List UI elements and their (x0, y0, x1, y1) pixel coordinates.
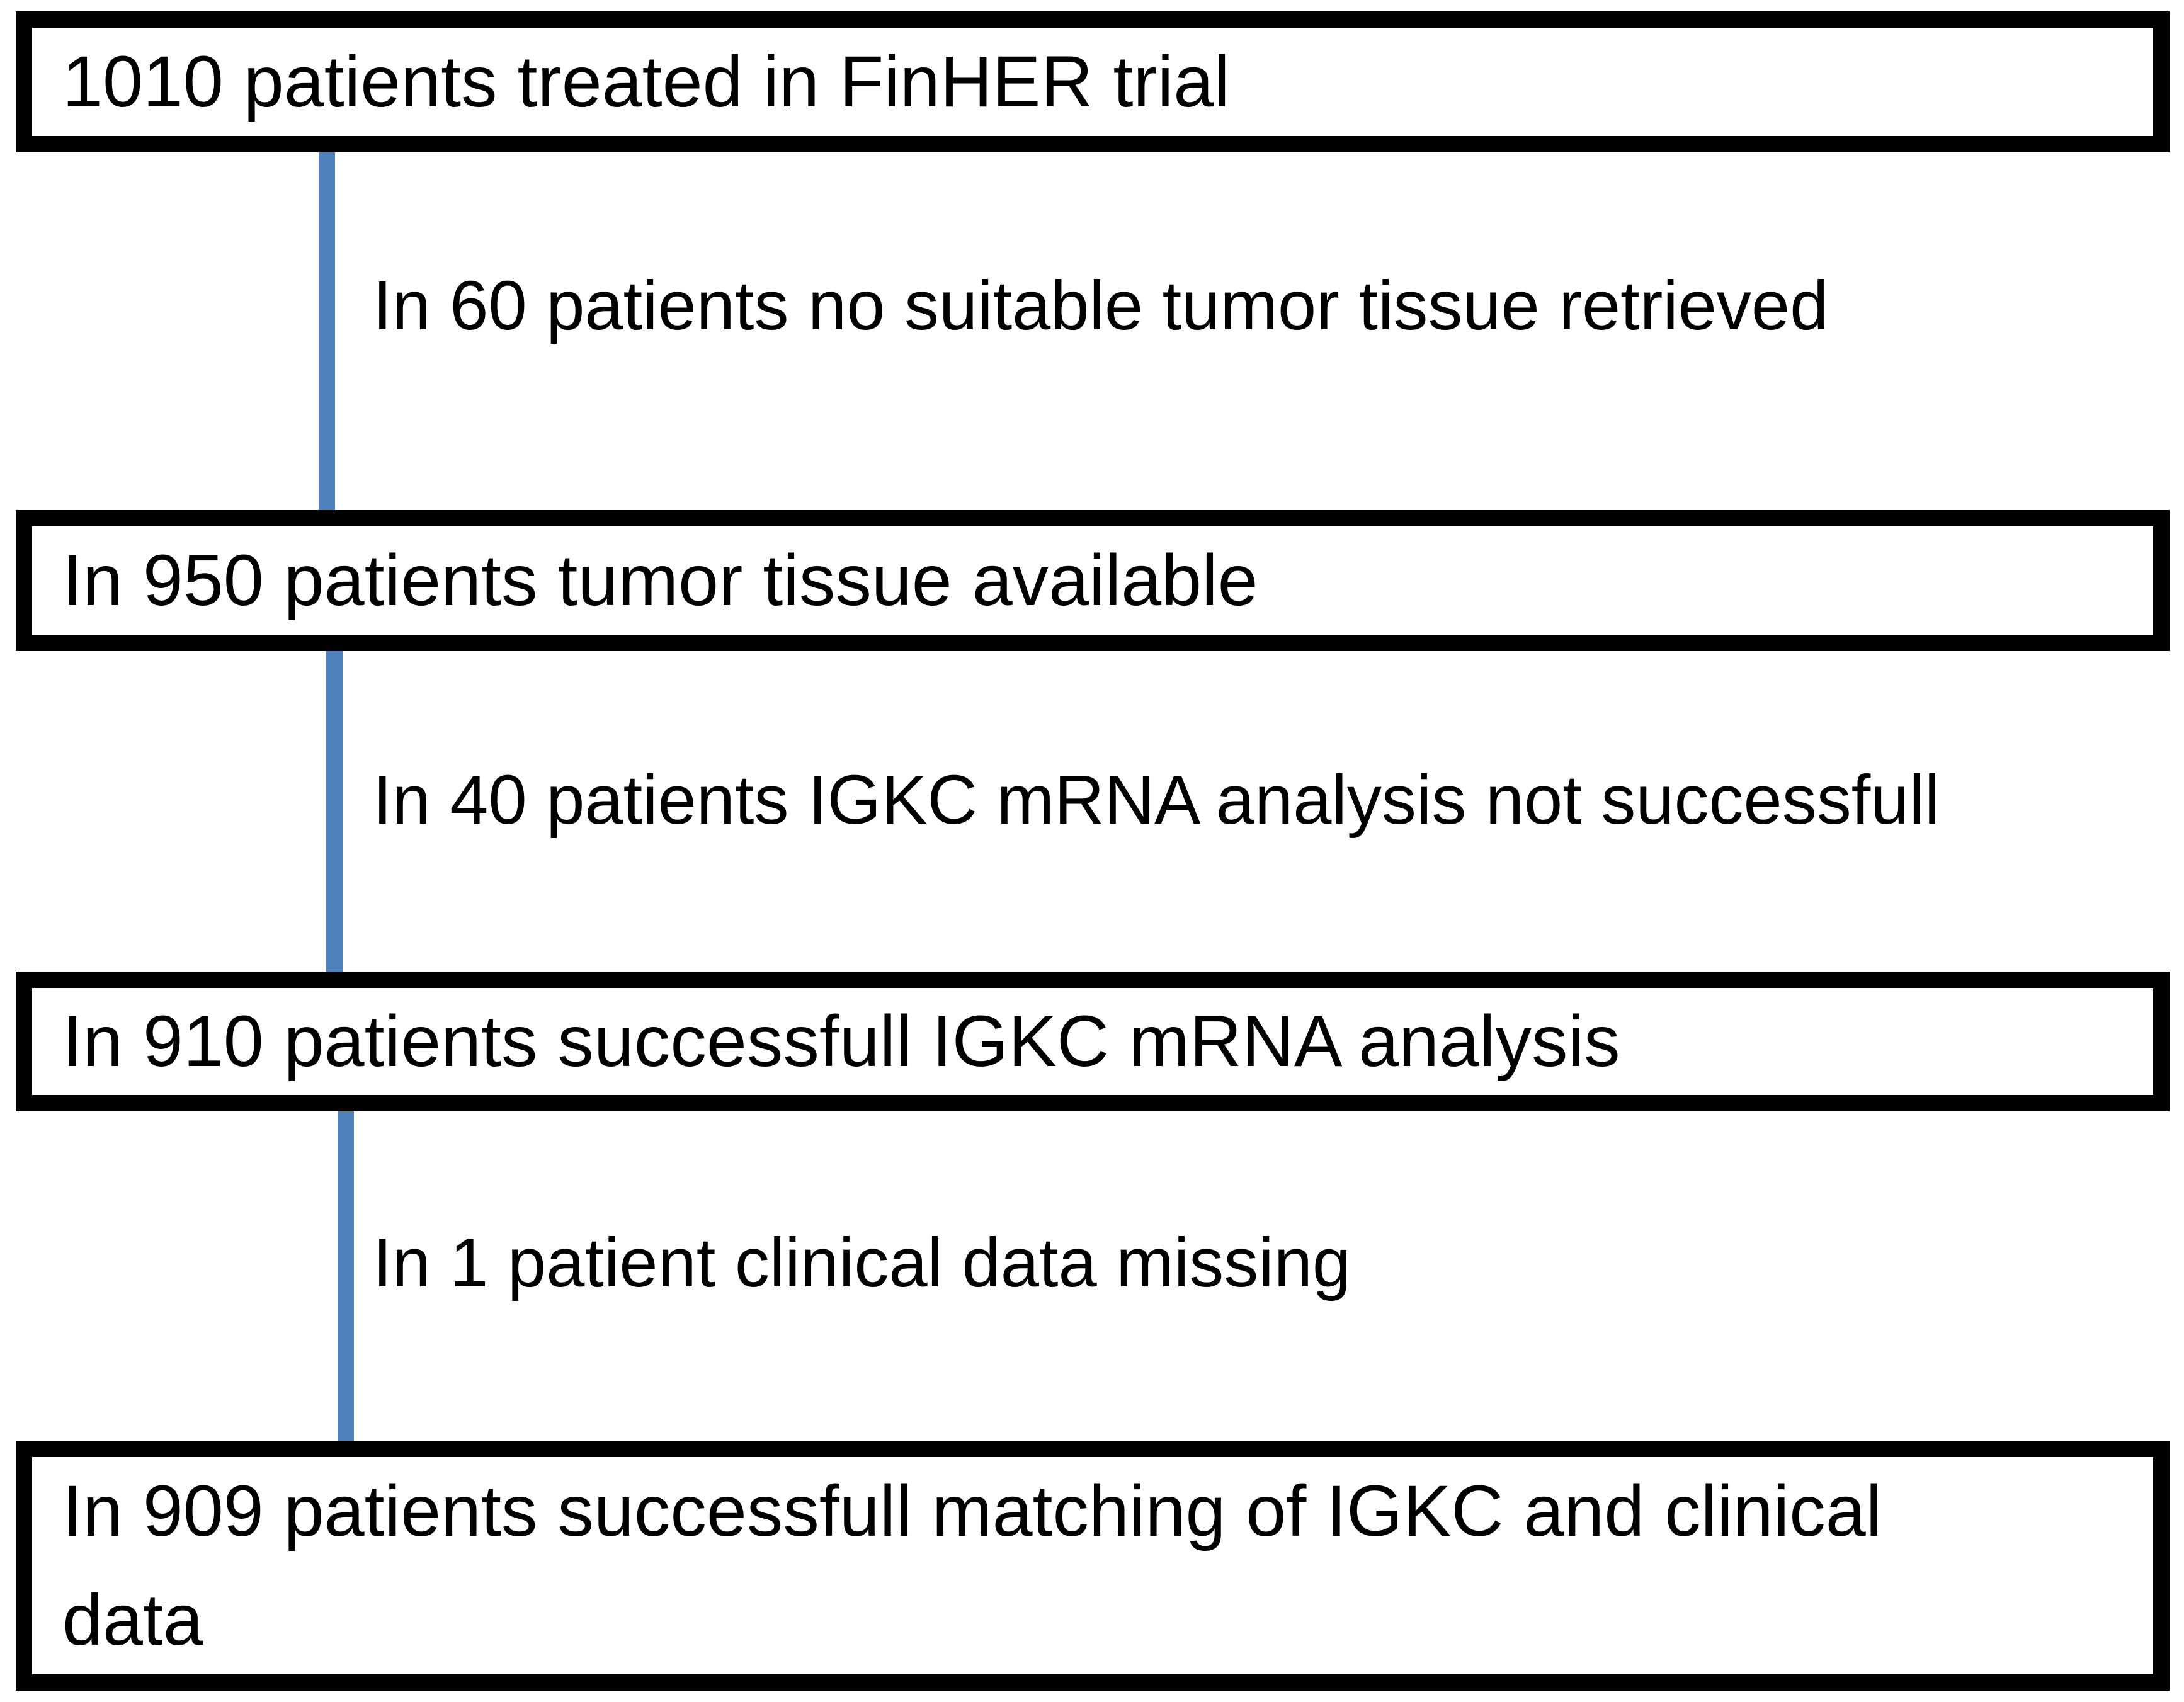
flow-box-matched: In 909 patients successfull matching of … (16, 1441, 2170, 1691)
flow-box-analysis-success-text: In 910 patients successfull IGKC mRNA an… (62, 1001, 1620, 1082)
flow-box-enrolled: 1010 patients treated in FinHER trial (16, 11, 2170, 152)
flow-box-matched-text: In 909 patients successfull matching of … (62, 1471, 1882, 1660)
connector-label-analysis-failed: In 40 patients IGKC mRNA analysis not su… (373, 761, 1940, 839)
connector-line-1 (319, 146, 335, 518)
flow-box-enrolled-text: 1010 patients treated in FinHER trial (62, 41, 1230, 122)
flow-box-analysis-success: In 910 patients successfull IGKC mRNA an… (16, 972, 2170, 1111)
connector-label-no-tissue: In 60 patients no suitable tumor tissue … (373, 267, 1829, 344)
flow-box-tissue-available-text: In 950 patients tumor tissue available (62, 540, 1258, 621)
flow-box-tissue-available: In 950 patients tumor tissue available (16, 510, 2170, 651)
connector-label-clinical-data-missing: In 1 patient clinical data missing (373, 1224, 1351, 1302)
connector-line-3 (338, 1106, 354, 1449)
connector-line-2 (326, 646, 343, 980)
